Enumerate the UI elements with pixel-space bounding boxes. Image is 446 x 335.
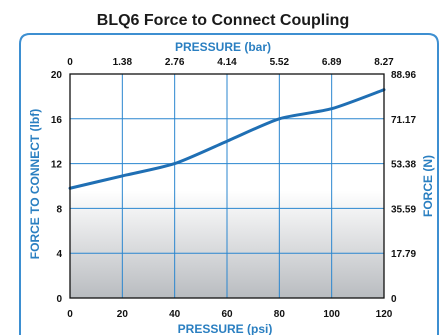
x2-tick-label: 5.52 (270, 57, 290, 68)
y2-tick-label: 71.17 (391, 115, 416, 126)
y-tick-label: 20 (51, 70, 63, 81)
outer-frame (19, 33, 439, 335)
y2-tick-label: 35.59 (391, 204, 416, 215)
x-tick-label: 120 (376, 309, 393, 320)
x-tick-label: 0 (67, 309, 73, 320)
x-tick-label: 20 (117, 309, 129, 320)
series-layer (68, 88, 386, 190)
x2-tick-label: 0 (67, 57, 73, 68)
x-tick-label: 80 (274, 309, 286, 320)
y-tick-label: 16 (51, 115, 63, 126)
chart-title: BLQ6 Force to Connect Coupling (97, 12, 349, 29)
y2-tick-label: 0 (391, 294, 397, 305)
x-tick-label: 100 (323, 309, 340, 320)
y-tick-label: 0 (56, 294, 62, 305)
series-line (68, 88, 386, 190)
x2-tick-label: 6.89 (322, 57, 342, 68)
x2-tick-label: 1.38 (113, 57, 133, 68)
x-tick-label: 60 (221, 309, 233, 320)
x2-tick-label: 4.14 (217, 57, 237, 68)
y-axis-title: FORCE TO CONNECT (lbf) (28, 109, 42, 259)
x-axis-title: PRESSURE (psi) (178, 322, 273, 335)
y2-tick-label: 17.79 (391, 249, 416, 260)
y-tick-label: 8 (56, 204, 62, 215)
x2-tick-label: 2.76 (165, 57, 185, 68)
x2-tick-label: 8.27 (374, 57, 394, 68)
y2-tick-label: 88.96 (391, 70, 416, 81)
y2-axis-title: FORCE (N) (421, 155, 435, 217)
plot-frame (69, 73, 385, 299)
y-tick-label: 4 (56, 249, 62, 260)
x-tick-label: 40 (169, 309, 181, 320)
x2-axis-title: PRESSURE (bar) (175, 40, 271, 54)
y2-tick-label: 53.38 (391, 160, 416, 171)
grid-lines (70, 74, 384, 298)
y-tick-label: 12 (51, 160, 63, 171)
